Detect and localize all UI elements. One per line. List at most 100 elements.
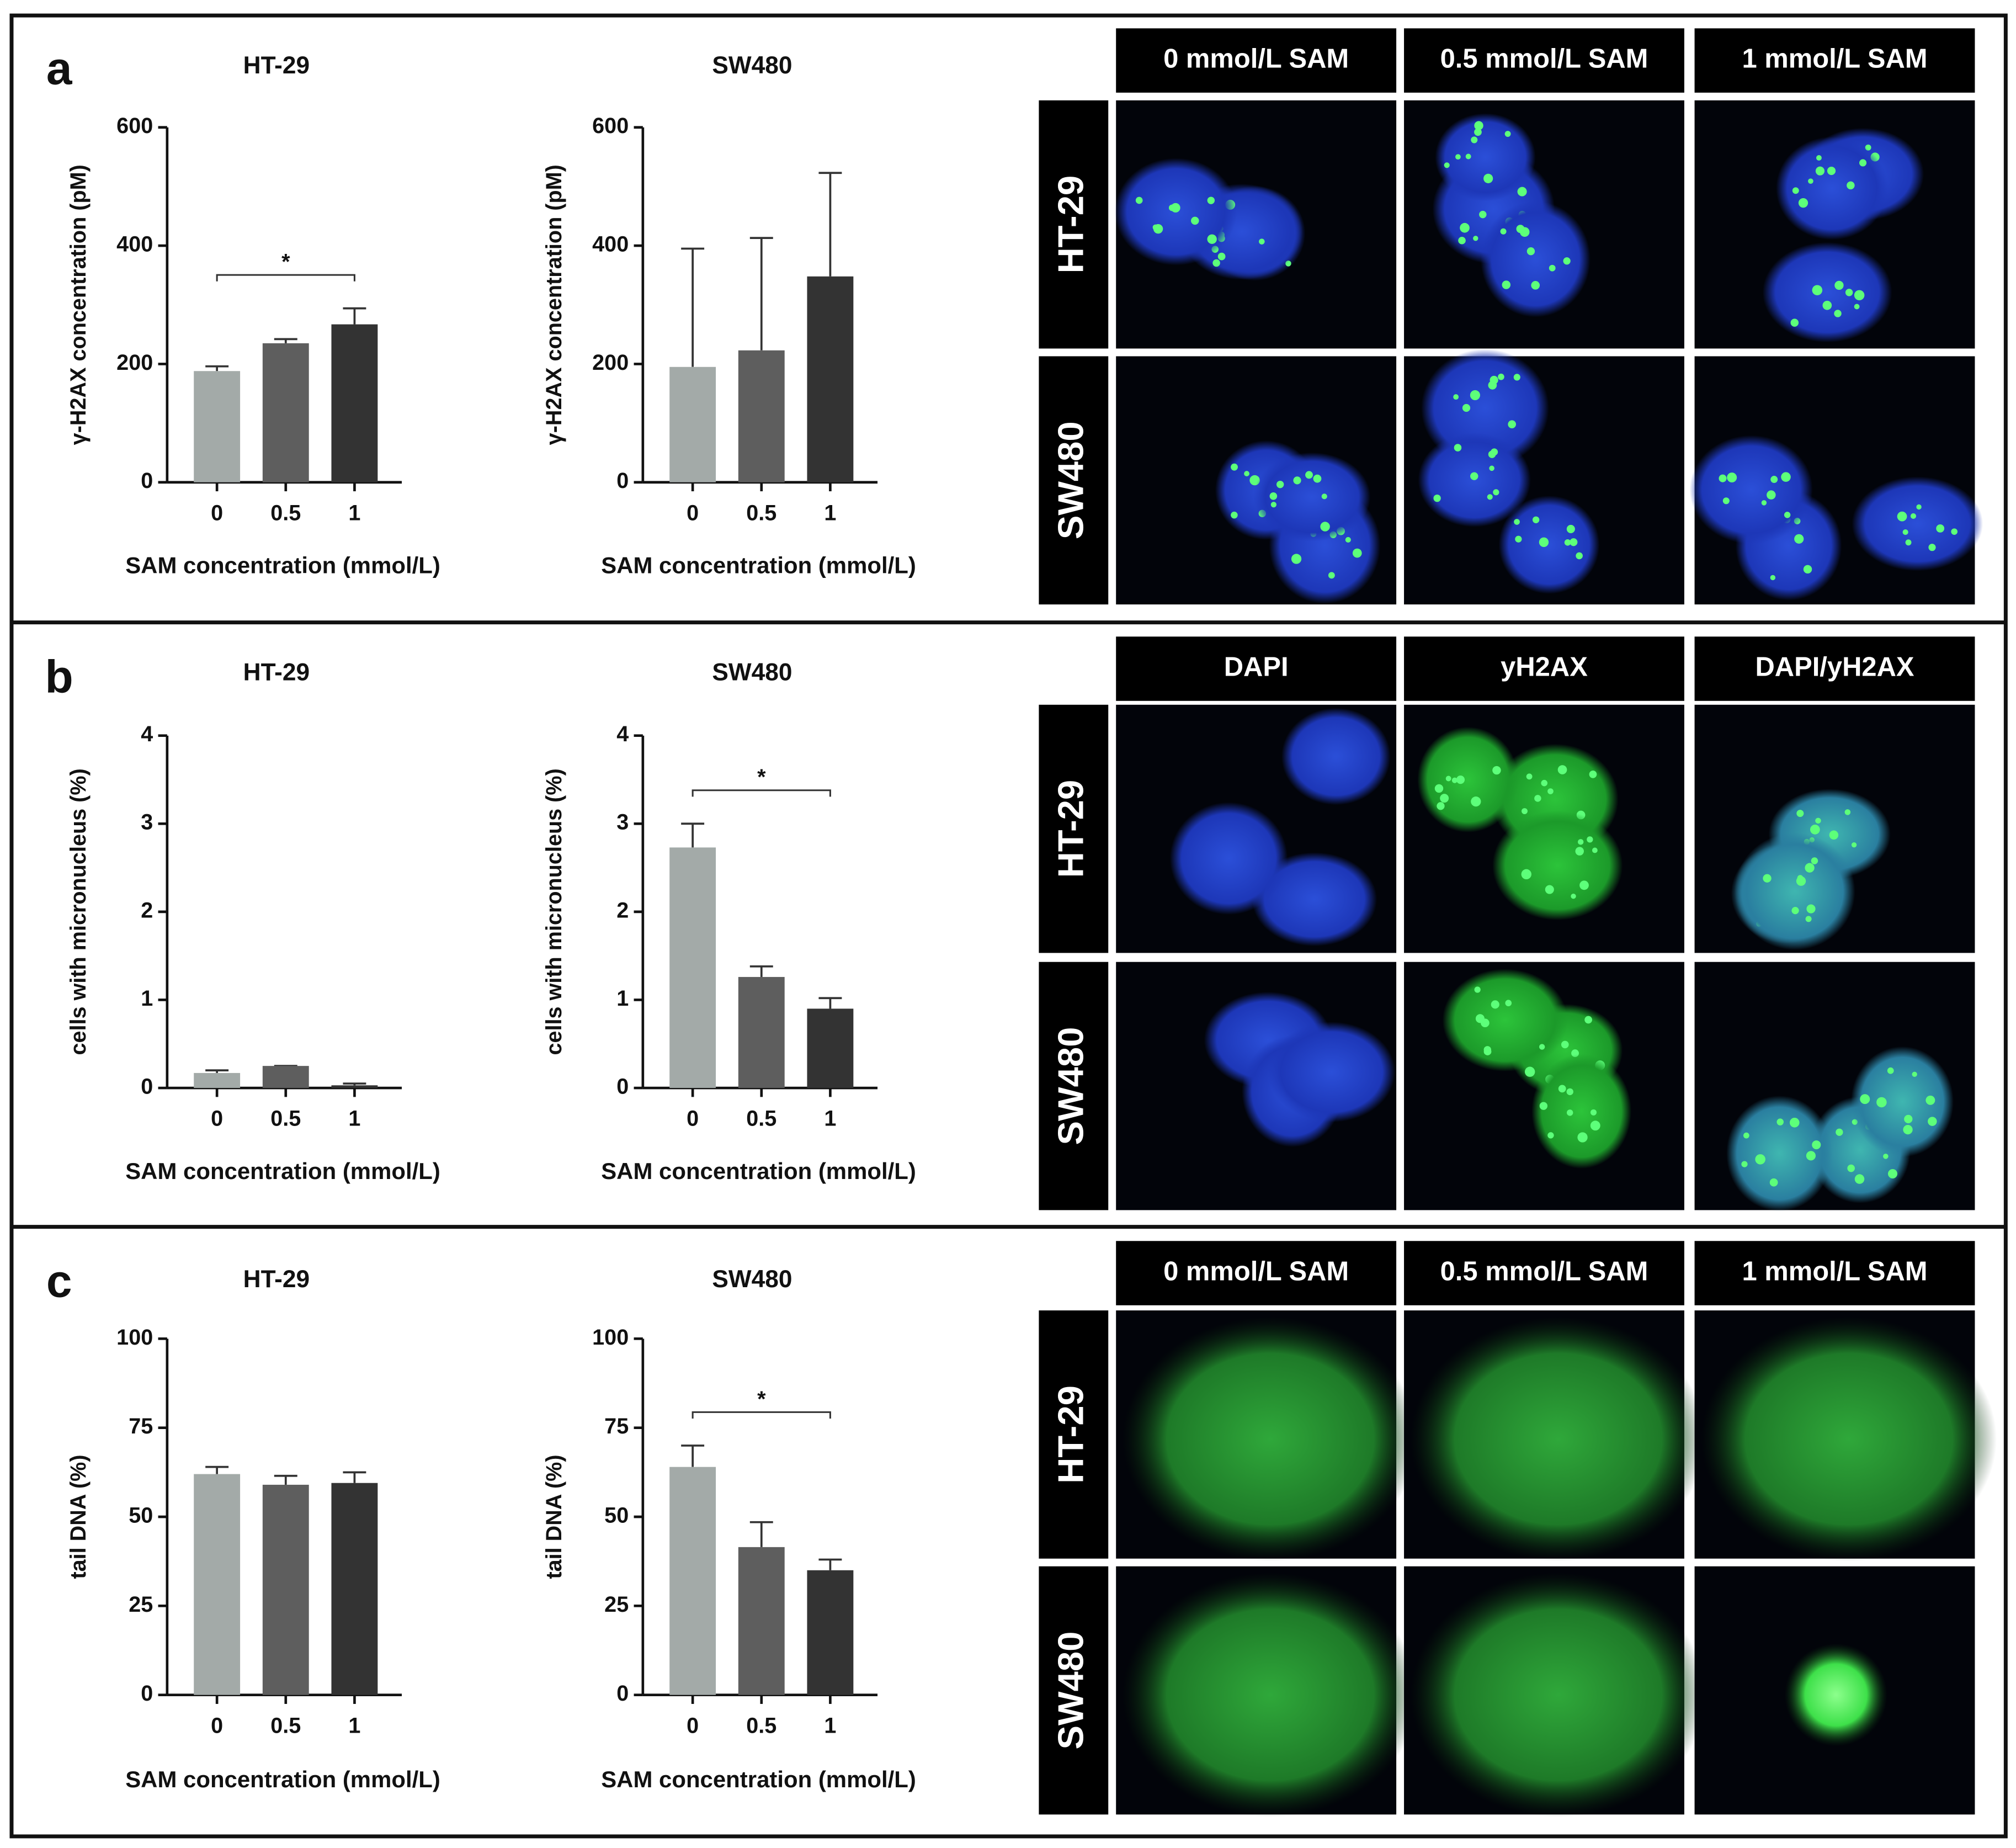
focus <box>1587 836 1593 843</box>
focus <box>1505 1000 1512 1007</box>
focus <box>1590 1109 1597 1116</box>
focus <box>1168 204 1175 211</box>
focus <box>1207 234 1217 244</box>
focus <box>1433 494 1441 502</box>
y-tick-label: 0 <box>616 1681 629 1706</box>
focus <box>1847 181 1855 190</box>
y-tick-label: 25 <box>129 1592 153 1617</box>
focus <box>1912 1071 1917 1077</box>
x-tick-label: 0 <box>211 1713 223 1738</box>
focus <box>1567 1109 1573 1116</box>
focus <box>1806 1151 1816 1161</box>
x-tick-label: 0.5 <box>270 1713 301 1738</box>
focus <box>1803 565 1812 574</box>
focus <box>1719 474 1727 482</box>
micrograph <box>1404 704 1684 953</box>
x-tick-label: 1 <box>824 1713 836 1738</box>
chart-title: SW480 <box>712 52 792 79</box>
y-axis-label: tail DNA (%) <box>542 1454 566 1579</box>
nucleus <box>1281 708 1391 805</box>
x-tick-label: 0.5 <box>746 1107 776 1131</box>
y-tick-label: 75 <box>604 1414 629 1438</box>
chart-title: SW480 <box>712 659 792 686</box>
focus <box>1589 771 1597 778</box>
focus <box>1811 857 1818 864</box>
focus <box>1844 809 1851 815</box>
nucleus <box>1169 802 1288 915</box>
nucleus <box>1852 476 1983 571</box>
chart-title: HT-29 <box>243 1266 310 1293</box>
column-header: 1 mmol/L SAM <box>1742 1256 1927 1286</box>
y-tick-label: 0 <box>616 469 629 493</box>
focus <box>1883 1154 1889 1159</box>
focus <box>1545 885 1554 894</box>
x-tick-label: 1 <box>348 1107 360 1131</box>
focus <box>1153 224 1163 234</box>
x-tick-label: 0 <box>687 501 699 525</box>
y-tick-label: 0 <box>141 1681 153 1706</box>
y-axis-label: γ-H2AX concentration (pM) <box>542 164 566 445</box>
focus <box>1244 471 1249 476</box>
focus <box>1792 187 1799 194</box>
micrograph <box>1116 356 1397 605</box>
micrograph <box>1689 356 1983 605</box>
nucleus <box>1689 435 1813 544</box>
focus <box>1291 554 1302 564</box>
y-tick-label: 3 <box>616 810 629 835</box>
focus <box>1805 916 1812 922</box>
x-tick-label: 1 <box>824 501 836 525</box>
y-tick-label: 2 <box>141 898 153 922</box>
focus <box>1836 1128 1843 1136</box>
focus <box>1437 802 1445 810</box>
row-label-box <box>1039 100 1109 349</box>
focus <box>1504 131 1511 137</box>
focus <box>1722 497 1730 505</box>
row-label-box <box>1039 704 1109 953</box>
focus <box>1231 511 1238 519</box>
bar <box>807 1570 854 1695</box>
focus <box>1508 420 1516 428</box>
chart-title: HT-29 <box>243 659 310 686</box>
focus <box>1784 512 1791 518</box>
panel-letter: a <box>46 43 73 94</box>
focus <box>1465 153 1471 160</box>
focus <box>1822 300 1832 310</box>
focus <box>1763 874 1772 883</box>
focus <box>1276 480 1284 488</box>
x-axis-label: SAM concentration (mmol/L) <box>125 553 440 578</box>
row-label-box <box>1039 356 1109 605</box>
row-label: HT-29 <box>1051 1385 1091 1484</box>
y-tick-label: 0 <box>141 469 153 493</box>
focus <box>1743 1132 1749 1139</box>
focus <box>1269 492 1278 500</box>
focus <box>1590 1121 1600 1131</box>
x-tick-label: 0.5 <box>270 1107 301 1131</box>
focus <box>1434 784 1444 793</box>
focus <box>1796 810 1804 817</box>
nucleus <box>1498 495 1600 594</box>
focus <box>1584 1016 1592 1024</box>
x-axis-label: SAM concentration (mmol/L) <box>601 1766 916 1792</box>
focus <box>1454 444 1462 452</box>
y-tick-label: 600 <box>592 114 629 138</box>
focus <box>1812 1140 1821 1150</box>
focus <box>1483 173 1493 183</box>
focus <box>1539 537 1549 547</box>
x-tick-label: 0.5 <box>746 501 776 525</box>
focus <box>1471 136 1478 144</box>
focus <box>1440 794 1449 803</box>
bar <box>738 976 785 1088</box>
focus <box>1558 1085 1566 1093</box>
focus <box>1564 539 1571 546</box>
bar <box>669 847 716 1088</box>
focus <box>1577 839 1584 845</box>
x-tick-label: 0 <box>211 1107 223 1131</box>
focus <box>1876 1097 1887 1108</box>
significance-label: * <box>757 765 766 789</box>
focus <box>1805 863 1815 873</box>
focus <box>1928 544 1936 551</box>
y-tick-label: 1 <box>616 986 629 1011</box>
column-header-box <box>1404 636 1684 701</box>
bar <box>194 1072 241 1088</box>
focus <box>1557 765 1567 774</box>
